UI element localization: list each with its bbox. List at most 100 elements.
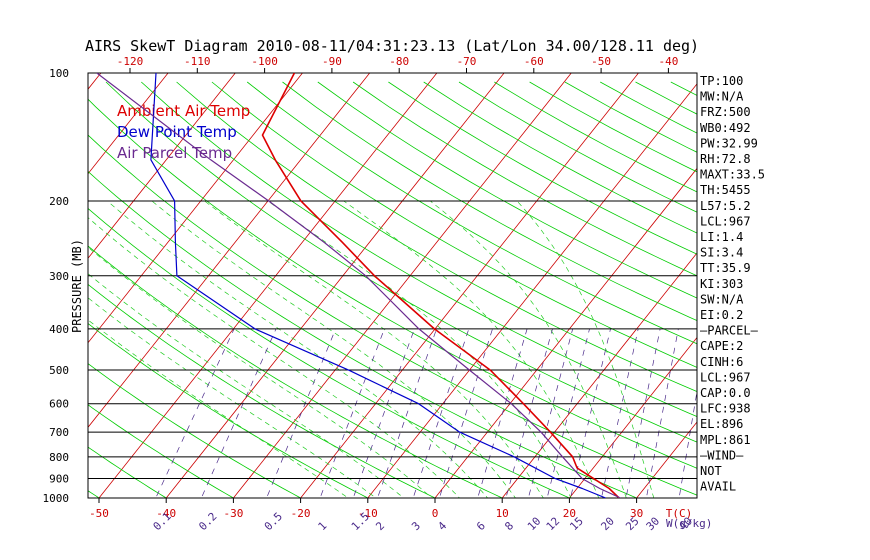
- series-line-air-parcel-temp: [96, 73, 621, 498]
- bottom-temp-tick-label: 20: [563, 507, 576, 520]
- mixing-ratio-line: [546, 328, 590, 498]
- index-value: CAP:0.0: [700, 386, 751, 400]
- dry-adiabat-line: [88, 98, 697, 469]
- mixing-ratio-line: [377, 328, 437, 498]
- background-lines: [88, 73, 697, 498]
- mixing-ratio-line: [601, 328, 639, 498]
- series-clip: [96, 73, 621, 498]
- bottom-temp-tick-label: -40: [156, 507, 176, 520]
- index-value: SW:N/A: [700, 292, 744, 306]
- moist-adiabat-line: [88, 217, 461, 498]
- dry-adiabat-line: [88, 134, 697, 496]
- moist-adiabat-line: [88, 319, 349, 498]
- mixing-ratio-label: 8: [502, 519, 516, 533]
- dry-adiabat-line: [88, 490, 100, 498]
- series-line-dew-point-temp: [150, 73, 606, 498]
- mixing-ratio-line: [200, 328, 277, 498]
- index-value: WB0:492: [700, 121, 751, 135]
- mixing-ratio-line: [319, 328, 385, 498]
- index-value: AVAIL: [700, 480, 736, 494]
- isotherm-line: [88, 73, 169, 175]
- mixing-ratio-line: [352, 328, 415, 498]
- moist-adiabat-line: [88, 297, 377, 498]
- pressure-tick-label: 300: [49, 270, 69, 283]
- top-temp-tick-label: -60: [524, 55, 544, 68]
- index-value: FRZ:500: [700, 105, 751, 119]
- legend-entry: Dew Point Temp: [117, 123, 237, 141]
- bottom-temp-unit: T(C): [666, 507, 693, 520]
- isotherm-line: [233, 73, 572, 498]
- sounding-series: [96, 73, 621, 498]
- bottom-temp-tick-label: -50: [89, 507, 109, 520]
- index-value: LFC:938: [700, 402, 751, 416]
- mixing-ratio-unit: W(g/kg): [666, 517, 712, 530]
- dry-adiabat-line: [88, 363, 302, 498]
- dry-adiabat-line: [246, 81, 697, 345]
- mixing-ratio-label: 10: [525, 515, 544, 534]
- mixing-ratio-label: 20: [598, 515, 617, 534]
- top-temp-tick-label: -50: [591, 55, 611, 68]
- index-value: —PARCEL—: [700, 324, 759, 338]
- moist-adiabat-line: [516, 200, 655, 498]
- dry-adiabat-line: [88, 170, 638, 498]
- dry-adiabat-line: [211, 81, 697, 368]
- index-value: EL:896: [700, 417, 743, 431]
- index-value: KI:303: [700, 277, 743, 291]
- isotherm-line: [165, 73, 505, 498]
- pressure-tick-label: 700: [49, 426, 69, 439]
- chart-legend: Ambient Air Temp Dew Point Temp Air Parcel…: [117, 102, 250, 162]
- y-axis-label: PRESSURE (MB): [70, 239, 84, 333]
- index-value: SI:3.4: [700, 246, 743, 260]
- isotherm-line: [88, 73, 236, 259]
- plot-frame: [87, 72, 698, 499]
- dry-adiabat-line: [282, 81, 697, 322]
- index-value: LI:1.4: [700, 230, 743, 244]
- isotherm-line: [88, 73, 303, 344]
- legend-entry: Air Parcel Temp: [117, 144, 232, 162]
- mixing-ratio-label: 3: [409, 519, 423, 533]
- bottom-temp-tick-label: -10: [358, 507, 378, 520]
- mixing-ratio-label: 12: [544, 515, 563, 534]
- moist-adiabat-line: [267, 200, 572, 498]
- pressure-tick-label: 100: [49, 67, 69, 80]
- dry-adiabat-line: [88, 446, 168, 498]
- top-temp-tick-label: -110: [184, 55, 211, 68]
- pressure-tick-label: 900: [49, 473, 69, 486]
- mixing-ratio-line: [477, 328, 528, 498]
- index-value: CAPE:2: [700, 339, 743, 353]
- top-temp-tick-label: -80: [389, 55, 409, 68]
- mixing-ratio-line: [505, 328, 553, 498]
- bottom-temp-tick-label: -20: [291, 507, 311, 520]
- index-value: EI:0.2: [700, 308, 743, 322]
- top-temp-tick-label: -100: [251, 55, 278, 68]
- index-value: NOT: [700, 464, 722, 478]
- moist-adiabat-line: [151, 200, 516, 498]
- dry-adiabat-line: [88, 322, 369, 498]
- moist-adiabat-line: [88, 246, 433, 498]
- index-value: MAXT:33.5: [700, 168, 765, 182]
- moist-adiabat-line: [343, 200, 600, 498]
- pressure-tick-label: 1000: [43, 492, 70, 505]
- index-value: PW:32.99: [700, 136, 758, 150]
- dry-adiabat-line: [423, 81, 697, 234]
- mixing-ratio-line: [570, 328, 611, 498]
- moist-adiabat-line: [88, 273, 405, 498]
- index-value: MPL:861: [700, 433, 751, 447]
- mixing-ratio-label: 30: [644, 515, 663, 534]
- dry-adiabat-line: [88, 404, 235, 498]
- pressure-tick-label: 600: [49, 398, 69, 411]
- dry-adiabat-line: [88, 283, 436, 498]
- dry-adiabat-line: [458, 81, 697, 213]
- legend-entry: Ambient Air Temp: [117, 102, 250, 120]
- mixing-ratio-label: 1: [316, 519, 330, 533]
- pressure-tick-label: 200: [49, 195, 69, 208]
- pressure-tick-label: 400: [49, 323, 69, 336]
- series-line-ambient-air-temp: [261, 73, 620, 498]
- dry-adiabat-line: [88, 245, 504, 498]
- top-temp-tick-label: -90: [322, 55, 342, 68]
- index-value: TP:100: [700, 74, 743, 88]
- dry-adiabat-line: [105, 81, 697, 443]
- mixing-ratio-line: [155, 328, 235, 498]
- index-value: LCL:967: [700, 370, 751, 384]
